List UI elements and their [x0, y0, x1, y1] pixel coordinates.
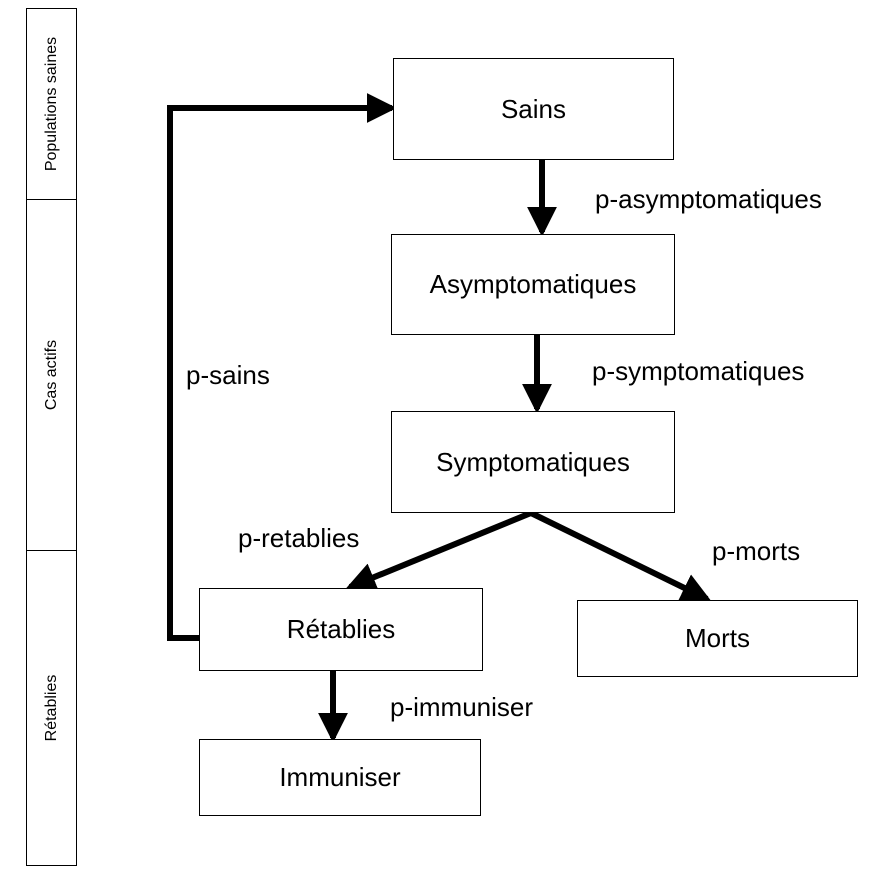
edge-label-p-immuniser: p-immuniser	[390, 692, 534, 722]
swimlane-populations-saines: Populations saines	[26, 8, 77, 200]
swimlane-retablies: Rétablies	[26, 550, 77, 866]
edge-label-p-asymptomatiques: p-asymptomatiques	[595, 184, 822, 214]
node-asymptomatiques-label: Asymptomatiques	[429, 269, 637, 299]
swimlane-cas-actifs: Cas actifs	[26, 199, 77, 551]
arrow-retablies-to-sains	[167, 93, 397, 641]
node-symptomatiques: Symptomatiques	[391, 411, 675, 513]
node-sains: Sains	[393, 58, 674, 160]
node-immuniser-label: Immuniser	[279, 762, 401, 792]
node-retablies-label: Rétablies	[286, 614, 396, 644]
node-morts-label: Morts	[685, 623, 750, 653]
arrow-symptomatiques-to-retablies	[345, 510, 533, 592]
edge-label-p-morts: p-morts	[712, 536, 801, 566]
node-symptomatiques-label: Symptomatiques	[436, 446, 630, 477]
node-morts: Morts	[577, 600, 858, 677]
node-retablies: Rétablies	[199, 588, 483, 671]
arrow-symptomatiques-to-morts	[529, 510, 712, 602]
node-immuniser: Immuniser	[199, 739, 481, 816]
edge-label-p-retablies: p-retablies	[238, 523, 360, 553]
node-asymptomatiques: Asymptomatiques	[391, 234, 675, 335]
edge-label-p-sains: p-sains	[186, 360, 270, 390]
node-sains-label: Sains	[500, 93, 567, 124]
edge-label-p-symptomatiques: p-symptomatiques	[592, 356, 805, 386]
